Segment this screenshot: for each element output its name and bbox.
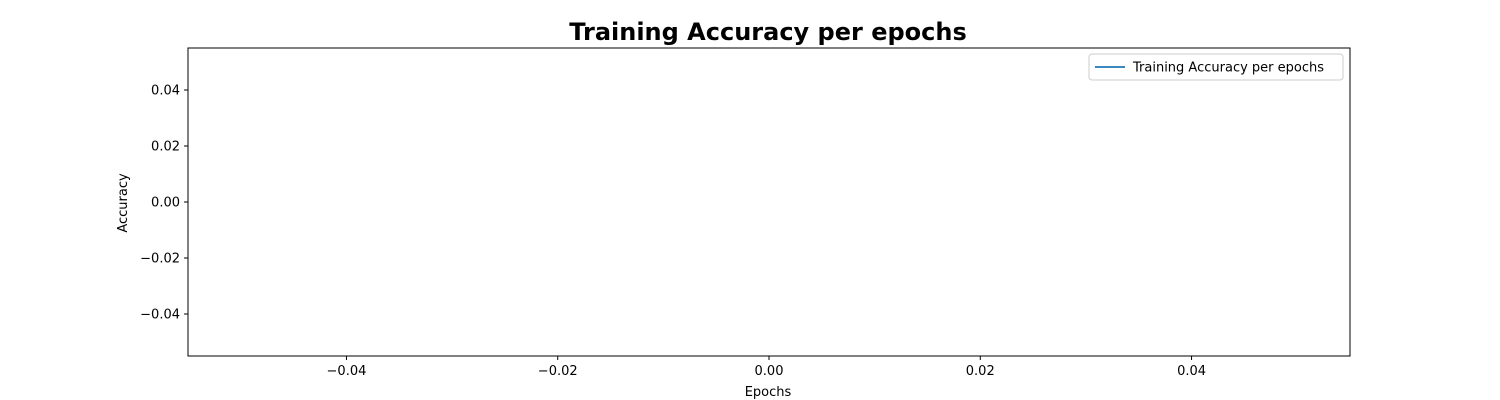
y-tick-label: 0.02 xyxy=(151,140,180,155)
y-tick-label: −0.02 xyxy=(140,252,180,267)
legend-box xyxy=(1088,53,1344,81)
y-tick-label: 0.00 xyxy=(151,196,180,211)
x-tick-label: 0.02 xyxy=(966,364,995,379)
x-tick-label: −0.04 xyxy=(327,364,367,379)
plot-area xyxy=(187,47,1351,357)
x-axis: −0.04 −0.02 0.00 0.02 0.04 xyxy=(327,356,1206,379)
x-tick-label: 0.04 xyxy=(1177,364,1206,379)
legend-label: Training Accuracy per epochs xyxy=(1132,61,1324,76)
x-tick-label: 0.00 xyxy=(755,364,784,379)
y-axis-label: Accuracy xyxy=(116,173,131,233)
x-axis-label: Epochs xyxy=(745,385,792,400)
y-tick-label: 0.04 xyxy=(151,84,180,99)
chart-title: Training Accuracy per epochs xyxy=(569,18,967,46)
x-tick-label: −0.02 xyxy=(538,364,578,379)
y-tick-label: −0.04 xyxy=(140,308,180,323)
legend: Training Accuracy per epochs xyxy=(1088,53,1344,81)
y-axis: 0.04 0.02 0.00 −0.02 −0.04 xyxy=(140,84,188,323)
